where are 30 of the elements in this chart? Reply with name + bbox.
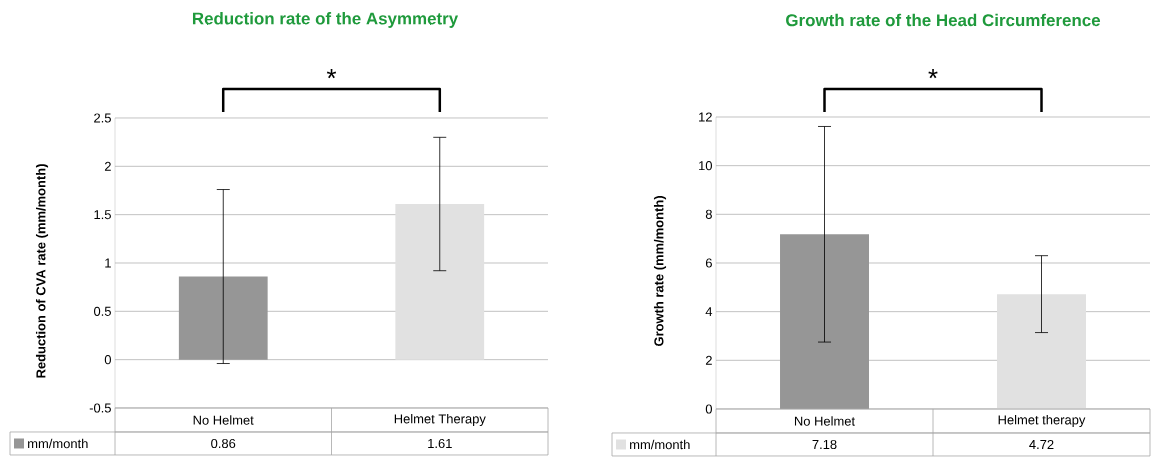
y-tick-label: 1.5 (94, 210, 111, 220)
y-tick-label: 1 (105, 258, 111, 268)
y-tick-label: 8 (705, 209, 712, 219)
data-label: 4.72 (1029, 439, 1054, 450)
y-tick-label: 0 (104, 355, 111, 365)
y-tick-label: 2 (705, 355, 712, 365)
x-tick-label: No Helmet (794, 416, 855, 426)
y-tick-label: 4 (705, 307, 713, 317)
x-tick-label: Helmet therapy (998, 414, 1086, 428)
data-label: 1.61 (428, 438, 452, 449)
y-axis-title: Growth rate (mm/month) (653, 196, 667, 346)
chart-title: Growth rate of the Head Circumference (786, 13, 1101, 27)
y-tick-label: 0 (705, 404, 712, 414)
y-tick-label: 12 (699, 112, 712, 122)
y-axis-title: Reduction of CVA rate (mm/month) (35, 164, 49, 378)
legend-label: mm/month (630, 439, 690, 450)
legend-label: mm/month (28, 438, 88, 449)
y-tick-label: 2.5 (94, 113, 111, 123)
text: * (326, 69, 337, 79)
data-label: 0.86 (211, 438, 236, 449)
y-tick-label: 10 (699, 161, 712, 171)
y-tick-label: -0.5 (89, 403, 111, 413)
x-tick-label: No Helmet (193, 415, 254, 425)
chart-title: Reduction rate of the Asymmetry (192, 12, 459, 28)
text: * (928, 69, 938, 79)
data-label: 7.18 (812, 439, 837, 450)
y-tick-label: 2 (104, 161, 111, 171)
x-tick-label: Helmet Therapy (394, 413, 486, 427)
y-tick-label: 6 (705, 258, 712, 268)
y-tick-label: 0.5 (93, 306, 111, 316)
